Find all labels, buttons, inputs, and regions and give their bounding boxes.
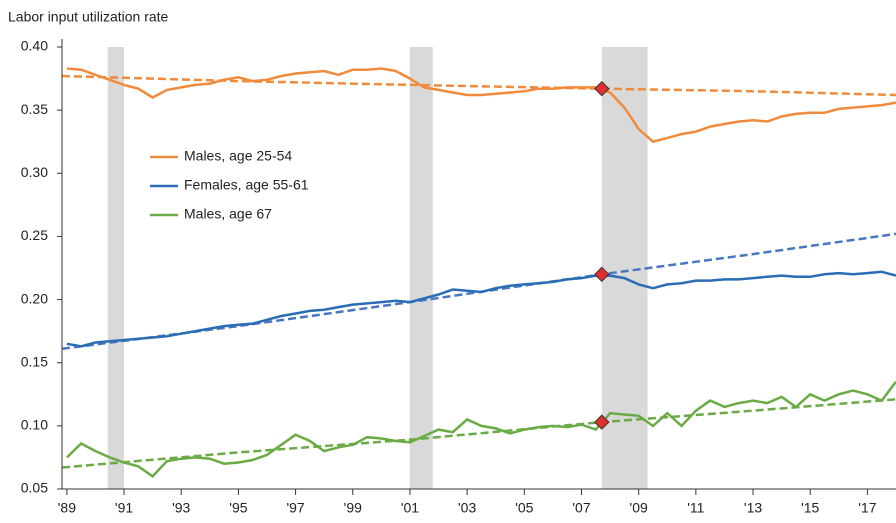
event-marker: [594, 80, 610, 97]
plot-area: [62, 47, 896, 489]
x-tick-label: '13: [744, 500, 762, 516]
y-tick-label: 0.30: [21, 164, 48, 180]
legend-label: Females, age 55-61: [184, 177, 309, 193]
y-tick-label: 0.20: [21, 290, 48, 306]
x-tick-label: '97: [286, 500, 304, 516]
y-tick-label: 0.05: [21, 480, 48, 496]
y-tick-label: 0.25: [21, 227, 48, 243]
trend-line: [62, 74, 896, 97]
x-tick-label: '01: [401, 500, 419, 516]
x-tick-label: '17: [858, 500, 876, 516]
y-tick-label: 0.40: [21, 38, 48, 54]
x-tick-label: '15: [801, 500, 819, 516]
x-tick-label: '91: [115, 500, 133, 516]
legend-label: Males, age 67: [184, 206, 272, 222]
x-tick-label: '89: [58, 500, 76, 516]
series-line: [66, 270, 896, 348]
x-tick-label: '03: [458, 500, 476, 516]
y-tick-label: 0.10: [21, 417, 48, 433]
y-axis-label: Labor input utilization rate: [8, 9, 169, 25]
x-tick-label: '09: [630, 500, 648, 516]
x-tick-label: '93: [172, 500, 190, 516]
x-tick-label: '05: [515, 500, 533, 516]
x-tick-label: '99: [344, 500, 362, 516]
x-tick-label: '95: [229, 500, 247, 516]
y-tick-label: 0.35: [21, 101, 48, 117]
x-tick-label: '07: [572, 500, 590, 516]
series-line: [66, 380, 896, 479]
recession-band: [409, 47, 433, 489]
event-marker: [594, 266, 610, 283]
series-line: [66, 67, 896, 144]
recession-band: [107, 47, 125, 489]
event-marker: [594, 414, 610, 430]
y-tick-label: 0.15: [21, 353, 48, 369]
x-tick-label: '11: [687, 500, 704, 516]
legend-label: Males, age 25-54: [184, 148, 292, 164]
